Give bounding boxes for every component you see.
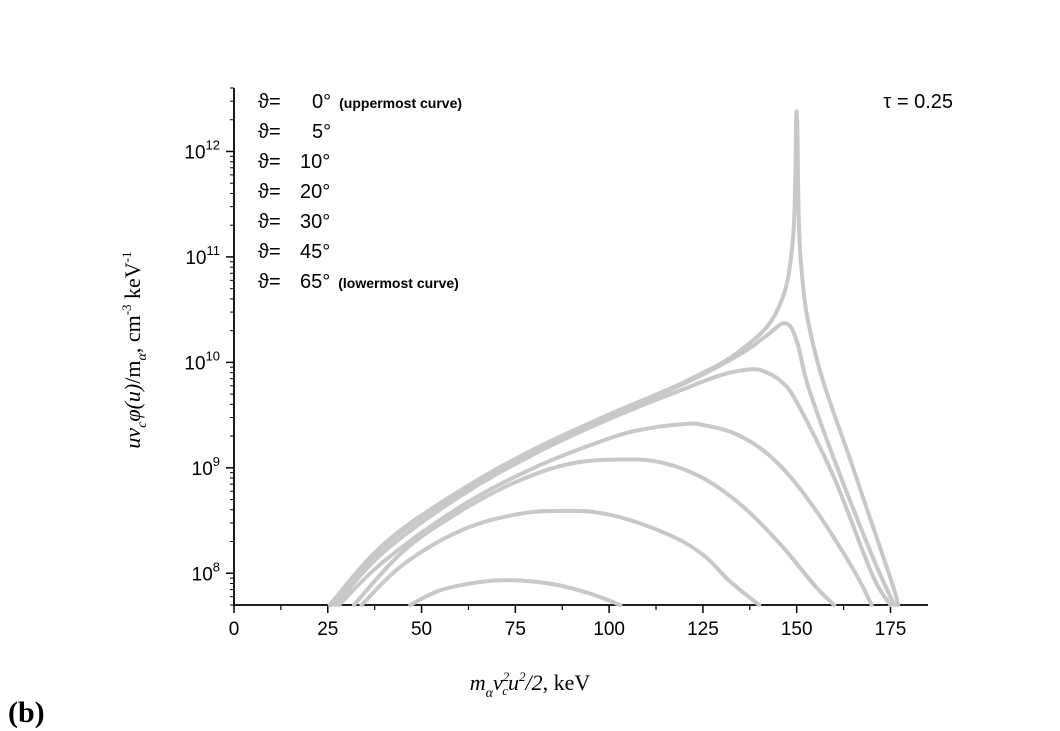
y-tick-label: 108 (192, 559, 220, 585)
y-tick-label: 109 (192, 454, 220, 480)
curves (327, 109, 900, 607)
legend-entry: ϑ= 10° (258, 151, 330, 173)
x-tick-label: 50 (411, 619, 432, 640)
tau-annotation: τ = 0.25 (883, 91, 953, 113)
legend-entry: ϑ= 0° (uppermost curve) (258, 91, 462, 113)
y-ticks: 108 109 1010 1011 1012 (184, 87, 234, 606)
x-ticks: 0 25 50 75 100 125 150 175 (229, 605, 907, 640)
x-tick-label: 0 (229, 619, 240, 640)
x-tick-label: 25 (317, 619, 338, 640)
y-tick-label: 1011 (185, 243, 220, 269)
legend-entry: ϑ= 45° (258, 241, 330, 263)
curve-10deg (333, 367, 893, 607)
legend-entry: ϑ= 65° (lowermost curve) (258, 271, 459, 293)
x-tick-label: 150 (781, 619, 813, 640)
legend-entry: ϑ= 5° (258, 121, 331, 143)
legend-entry: ϑ= 30° (258, 211, 330, 233)
curve-5deg (329, 321, 897, 607)
y-tick-label: 1012 (184, 137, 220, 163)
legend-entry: ϑ= 20° (258, 181, 330, 203)
curve-0deg (327, 109, 900, 607)
x-tick-label: 175 (875, 619, 907, 640)
curve-30deg (352, 457, 837, 607)
curve-45deg (359, 508, 762, 607)
x-tick-label: 125 (687, 619, 719, 640)
legend: ϑ= 0° (uppermost curve) ϑ= 5° ϑ= 10° ϑ= 20° ϑ= 30°… (258, 91, 462, 293)
x-tick-label: 100 (593, 619, 625, 640)
y-axis-label: uvcφ(u)/mα, cm-3 keV-1 (119, 251, 150, 448)
curve-20deg (337, 421, 874, 607)
x-axis-label: mαv2 cu2/2, keV (470, 669, 591, 701)
x-tick-label: 75 (505, 619, 526, 640)
y-tick-label: 1010 (184, 348, 220, 374)
curve-65deg (408, 578, 623, 607)
panel-label: (b) (8, 696, 45, 729)
